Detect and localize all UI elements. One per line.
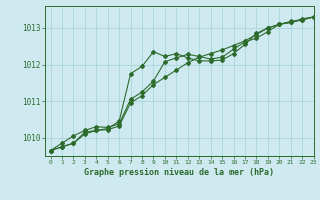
X-axis label: Graphe pression niveau de la mer (hPa): Graphe pression niveau de la mer (hPa) xyxy=(84,168,274,177)
